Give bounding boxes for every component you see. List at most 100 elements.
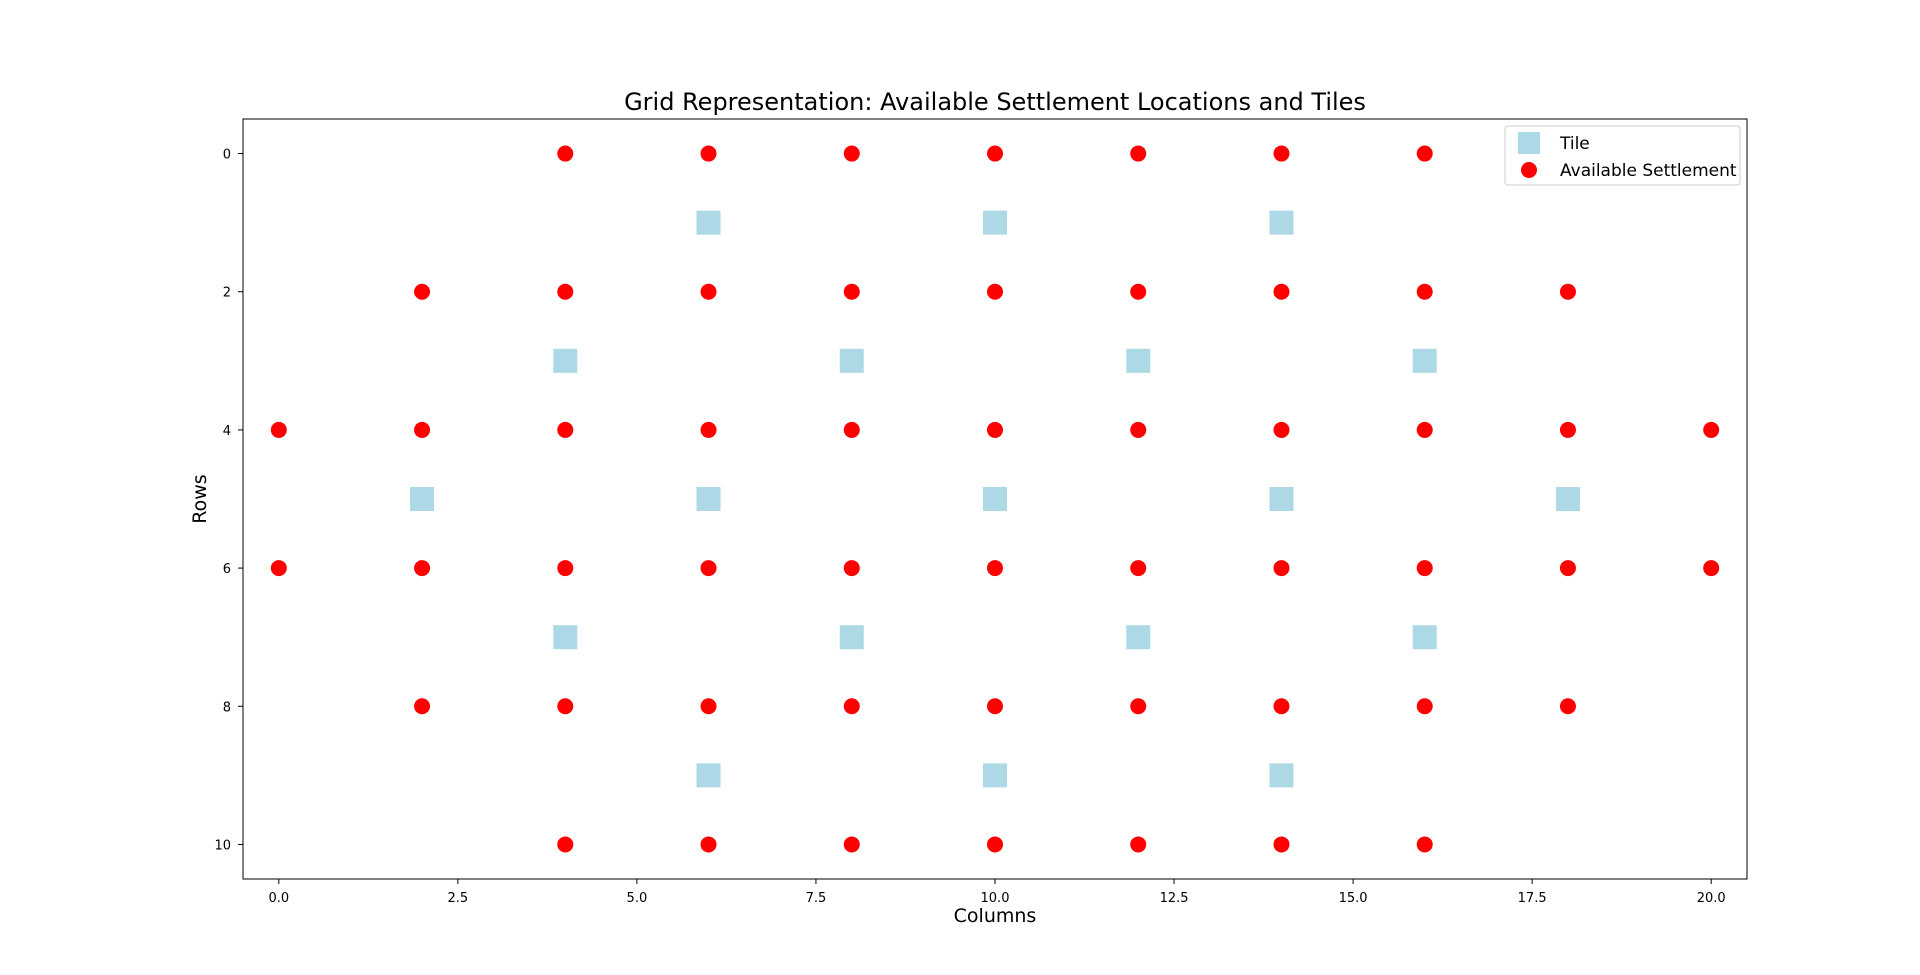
settlement-marker [987, 421, 1003, 438]
settlement-marker [843, 421, 860, 438]
y-tick-label: 4 [223, 424, 231, 439]
chart-title: Grid Representation: Available Settlemen… [624, 88, 1366, 116]
settlement-marker [414, 421, 431, 438]
settlement-marker [1416, 283, 1433, 300]
settlement-marker [1416, 560, 1433, 577]
tile-marker [1126, 625, 1151, 650]
settlement-marker [414, 283, 431, 300]
settlement-marker [270, 421, 287, 438]
y-tick-label: 8 [223, 700, 231, 715]
settlement-marker [987, 283, 1003, 300]
x-tick-label: 12.5 [1160, 891, 1189, 906]
settlement-marker [700, 698, 717, 715]
settlement-marker [700, 145, 717, 162]
settlement-marker [987, 836, 1003, 853]
settlement-marker [557, 145, 574, 162]
x-tick-label: 20.0 [1697, 891, 1726, 906]
legend-settlement-swatch [1521, 162, 1537, 178]
legend: Tile Available Settlement [1504, 125, 1741, 186]
settlement-marker [1559, 421, 1576, 438]
tile-marker [1412, 348, 1437, 373]
settlement-marker [1559, 560, 1576, 577]
settlement-marker [700, 560, 717, 577]
settlement-marker [1130, 560, 1147, 577]
tile-marker [1269, 210, 1294, 235]
tile-marker [696, 487, 721, 511]
tile-marker [410, 487, 435, 511]
y-axis-label: Rows [189, 474, 211, 523]
settlement-marker [1703, 421, 1720, 438]
x-axis: 0.0 2.5 5.0 7.5 10.0 12.5 15.0 17.5 20.0 [268, 879, 1726, 906]
settlement-marker [1416, 698, 1433, 715]
settlement-marker [843, 836, 860, 853]
settlement-marker [1416, 145, 1433, 162]
tile-marker [1269, 487, 1294, 511]
y-tick-label: 0 [223, 148, 231, 163]
settlement-marker [1416, 836, 1433, 853]
x-tick-label: 2.5 [448, 891, 469, 906]
settlement-marker [843, 560, 860, 577]
tile-marker [1269, 763, 1294, 788]
tile-marker [696, 763, 721, 788]
settlement-marker [1273, 283, 1290, 300]
settlement-marker [557, 560, 574, 577]
y-tick-label: 2 [223, 286, 231, 301]
x-tick-label: 7.5 [806, 891, 827, 906]
legend-settlement-label: Available Settlement [1560, 161, 1737, 181]
settlement-marker [270, 560, 287, 577]
settlement-marker [557, 698, 574, 715]
legend-tile-label: Tile [1559, 134, 1590, 154]
x-tick-label: 15.0 [1339, 891, 1368, 906]
y-axis: 0 2 4 6 8 10 [214, 148, 243, 853]
x-tick-label: 17.5 [1518, 891, 1547, 906]
settlement-marker [1703, 560, 1720, 577]
settlement-marker [1130, 836, 1147, 853]
settlement-marker [700, 283, 717, 300]
settlement-marker [700, 421, 717, 438]
legend-box [1504, 125, 1741, 186]
tile-marker [1555, 487, 1580, 511]
legend-tile-swatch [1518, 132, 1540, 154]
settlement-marker [843, 283, 860, 300]
tile-marker [983, 487, 1007, 511]
x-axis-label: Columns [954, 905, 1037, 927]
settlement-marker [1130, 421, 1147, 438]
tile-marker [1412, 625, 1437, 650]
tile-marker [839, 348, 864, 373]
settlement-marker [987, 698, 1003, 715]
plot-area [270, 145, 1720, 853]
tile-marker [983, 210, 1007, 235]
settlement-marker [1273, 836, 1290, 853]
settlement-marker [1273, 145, 1290, 162]
settlement-marker [700, 836, 717, 853]
settlement-marker [414, 698, 431, 715]
settlement-marker [1273, 698, 1290, 715]
settlement-marker [1130, 698, 1147, 715]
settlement-marker [1273, 421, 1290, 438]
settlement-marker [1416, 421, 1433, 438]
x-tick-label: 10.0 [981, 891, 1010, 906]
x-tick-label: 0.0 [268, 891, 289, 906]
settlement-marker [557, 283, 574, 300]
settlement-marker [843, 145, 860, 162]
tile-marker [553, 625, 578, 650]
settlement-marker [1273, 560, 1290, 577]
tile-marker [983, 763, 1007, 788]
x-tick-label: 5.0 [627, 891, 648, 906]
settlement-marker [557, 836, 574, 853]
y-tick-label: 6 [223, 562, 231, 577]
settlement-marker [1559, 698, 1576, 715]
settlement-marker [1559, 283, 1576, 300]
settlement-marker [557, 421, 574, 438]
settlement-marker [414, 560, 431, 577]
tile-marker [1126, 348, 1151, 373]
settlement-marker [1130, 283, 1147, 300]
settlement-marker [987, 145, 1003, 162]
settlement-marker [843, 698, 860, 715]
y-tick-label: 10 [214, 838, 231, 853]
settlement-marker [1130, 145, 1147, 162]
tile-marker [553, 348, 578, 373]
settlement-marker [987, 560, 1003, 577]
tile-marker [696, 210, 721, 235]
